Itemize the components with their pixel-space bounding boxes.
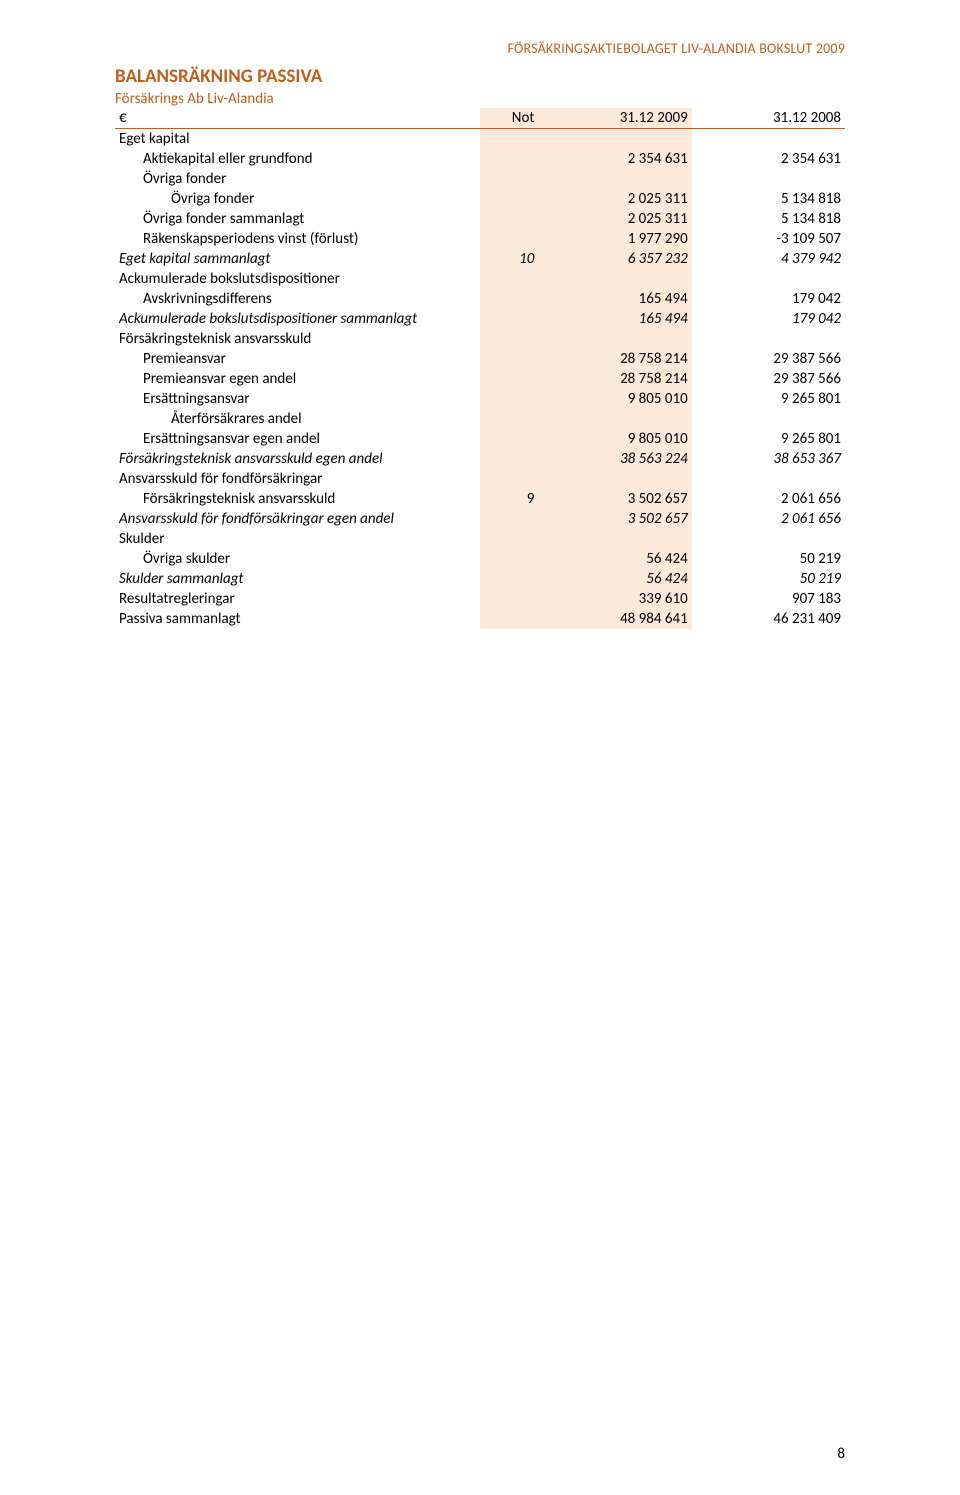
cell: 2 061 656: [692, 489, 845, 509]
section-header: Eget kapital: [115, 129, 480, 150]
table-row: Försäkringsteknisk ansvarsskuld 9 3 502 …: [115, 489, 845, 509]
cell: 46 231 409: [692, 609, 845, 629]
currency-label: €: [115, 108, 480, 129]
row-label: Ersättningsansvar egen andel: [115, 429, 480, 449]
table-row: Premieansvar egen andel 28 758 214 29 38…: [115, 369, 845, 389]
row-label: Försäkringsteknisk ansvarsskuld egen and…: [115, 449, 480, 469]
table-row: Passiva sammanlagt 48 984 641 46 231 409: [115, 609, 845, 629]
cell: 1 977 290: [538, 229, 691, 249]
table-row: Övriga fonder: [115, 169, 845, 189]
cell: 2 025 311: [538, 189, 691, 209]
table-row: Övriga fonder 2 025 311 5 134 818: [115, 189, 845, 209]
table-row: Ersättningsansvar 9 805 010 9 265 801: [115, 389, 845, 409]
cell: 10: [480, 249, 538, 269]
table-row: Återförsäkrares andel: [115, 409, 845, 429]
cell: 3 502 657: [538, 509, 691, 529]
table-row: Ackumulerade bokslutsdispositioner samma…: [115, 309, 845, 329]
row-label: Avskrivningsdifferens: [115, 289, 480, 309]
table-row: Skulder: [115, 529, 845, 549]
cell: 339 610: [538, 589, 691, 609]
cell: 9: [480, 489, 538, 509]
cell: 29 387 566: [692, 369, 845, 389]
row-label: Återförsäkrares andel: [115, 409, 480, 429]
cell: 48 984 641: [538, 609, 691, 629]
cell: 907 183: [692, 589, 845, 609]
row-label: Eget kapital sammanlagt: [115, 249, 480, 269]
row-label: Övriga fonder sammanlagt: [115, 209, 480, 229]
table-row: Premieansvar 28 758 214 29 387 566: [115, 349, 845, 369]
row-label: Premieansvar egen andel: [115, 369, 480, 389]
cell: 4 379 942: [692, 249, 845, 269]
row-label: Ersättningsansvar: [115, 389, 480, 409]
cell: 9 805 010: [538, 389, 691, 409]
section-header: Ackumulerade bokslutsdispositioner: [115, 269, 480, 289]
cell: 2 354 631: [538, 149, 691, 169]
row-label: Aktiekapital eller grundfond: [115, 149, 480, 169]
table-row: Ersättningsansvar egen andel 9 805 010 9…: [115, 429, 845, 449]
row-label: Räkenskapsperiodens vinst (förlust): [115, 229, 480, 249]
table-row: Försäkringsteknisk ansvarsskuld: [115, 329, 845, 349]
cell: 3 502 657: [538, 489, 691, 509]
row-label: Passiva sammanlagt: [115, 609, 480, 629]
col-not: Not: [480, 108, 538, 129]
section-header: Försäkringsteknisk ansvarsskuld: [115, 329, 480, 349]
table-row: Övriga fonder sammanlagt 2 025 311 5 134…: [115, 209, 845, 229]
column-header-row: € Not 31.12 2009 31.12 2008: [115, 108, 845, 129]
table-row: Eget kapital: [115, 129, 845, 150]
cell: -3 109 507: [692, 229, 845, 249]
cell: 28 758 214: [538, 349, 691, 369]
cell: 38 653 367: [692, 449, 845, 469]
table-row: Räkenskapsperiodens vinst (förlust) 1 97…: [115, 229, 845, 249]
page-title: BALANSRÄKNING PASSIVA: [115, 65, 845, 88]
cell: 9 265 801: [692, 389, 845, 409]
page: FÖRSÄKRINGSAKTIEBOLAGET LIV-ALANDIA BOKS…: [0, 0, 960, 1495]
cell: 2 025 311: [538, 209, 691, 229]
cell: 50 219: [692, 549, 845, 569]
balance-table: € Not 31.12 2009 31.12 2008 Eget kapital…: [115, 108, 845, 629]
row-label: Övriga skulder: [115, 549, 480, 569]
cell: 5 134 818: [692, 189, 845, 209]
cell: 9 805 010: [538, 429, 691, 449]
cell: 56 424: [538, 549, 691, 569]
cell: 5 134 818: [692, 209, 845, 229]
col-2009: 31.12 2009: [538, 108, 691, 129]
page-subtitle: Försäkrings Ab Liv-Alandia: [115, 90, 845, 108]
table-row: Eget kapital sammanlagt 10 6 357 232 4 3…: [115, 249, 845, 269]
section-header: Skulder: [115, 529, 480, 549]
doc-header: FÖRSÄKRINGSAKTIEBOLAGET LIV-ALANDIA BOKS…: [115, 40, 845, 57]
section-header: Ansvarsskuld för fondförsäkringar: [115, 469, 480, 489]
row-label: Försäkringsteknisk ansvarsskuld: [115, 489, 480, 509]
cell: 179 042: [692, 309, 845, 329]
table-row: Ansvarsskuld för fondförsäkringar: [115, 469, 845, 489]
cell: 29 387 566: [692, 349, 845, 369]
row-label: Ackumulerade bokslutsdispositioner samma…: [115, 309, 480, 329]
table-row: Ansvarsskuld för fondförsäkringar egen a…: [115, 509, 845, 529]
cell: 179 042: [692, 289, 845, 309]
cell: 6 357 232: [538, 249, 691, 269]
row-label: Ansvarsskuld för fondförsäkringar egen a…: [115, 509, 480, 529]
table-row: Aktiekapital eller grundfond 2 354 631 2…: [115, 149, 845, 169]
cell: 50 219: [692, 569, 845, 589]
table-row: Skulder sammanlagt 56 424 50 219: [115, 569, 845, 589]
cell: 38 563 224: [538, 449, 691, 469]
table-row: Övriga skulder 56 424 50 219: [115, 549, 845, 569]
row-label: Resultatregleringar: [115, 589, 480, 609]
col-2008: 31.12 2008: [692, 108, 845, 129]
table-row: Ackumulerade bokslutsdispositioner: [115, 269, 845, 289]
cell: 2 354 631: [692, 149, 845, 169]
table-row: Resultatregleringar 339 610 907 183: [115, 589, 845, 609]
cell: 28 758 214: [538, 369, 691, 389]
row-label: Övriga fonder: [115, 189, 480, 209]
cell: 2 061 656: [692, 509, 845, 529]
row-label: Premieansvar: [115, 349, 480, 369]
table-row: Försäkringsteknisk ansvarsskuld egen and…: [115, 449, 845, 469]
cell: 165 494: [538, 309, 691, 329]
cell: 56 424: [538, 569, 691, 589]
cell: 165 494: [538, 289, 691, 309]
page-number: 8: [837, 1445, 845, 1463]
table-row: Avskrivningsdifferens 165 494 179 042: [115, 289, 845, 309]
row-label: Skulder sammanlagt: [115, 569, 480, 589]
row-label: Övriga fonder: [115, 169, 480, 189]
cell: 9 265 801: [692, 429, 845, 449]
